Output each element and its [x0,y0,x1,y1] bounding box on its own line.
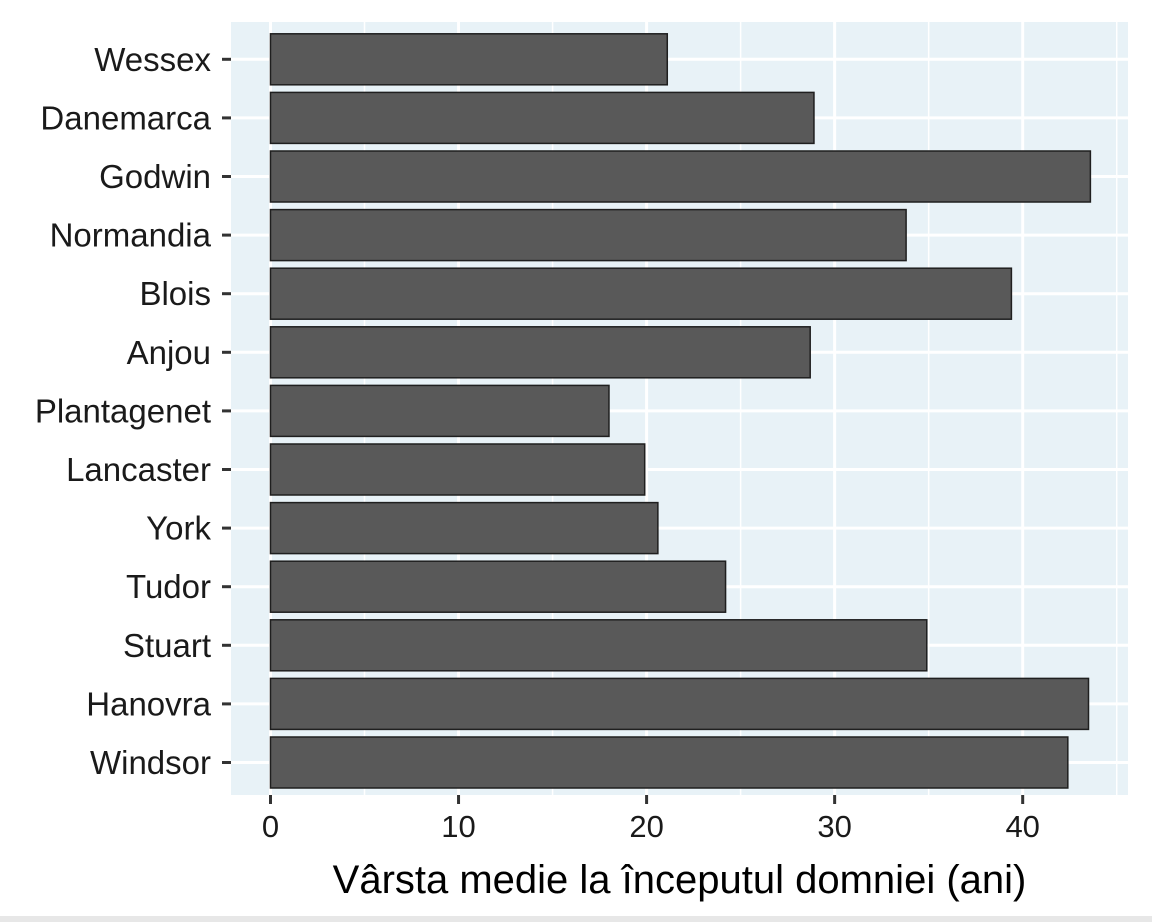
bar-anjou [269,326,811,379]
bar-danemarca [269,91,815,145]
bars [269,33,1092,789]
bar-stuart [269,619,928,672]
bar-lancaster [269,443,646,496]
x-axis-title: Vârsta medie la începutul domniei (ani) [333,858,1027,902]
y-tick-label: Wessex [94,41,211,78]
y-tick-label: Lancaster [66,451,211,488]
y-tick-label: Tudor [126,568,211,605]
y-tick-label: Hanovra [86,685,211,722]
x-tick-label: 10 [441,809,475,844]
y-axis: Wessex Danemarca Godwin Normandia Blois Anjou… [35,41,231,781]
y-tick-label: Godwin [99,158,211,195]
y-tick-label: Normandia [50,217,212,254]
bar-hanovra [269,677,1090,731]
bar-godwin [269,150,1092,203]
x-tick-label: 0 [262,809,279,844]
bar-windsor [269,736,1069,789]
y-tick-label: Windsor [90,744,211,781]
x-tick-label: 20 [629,809,663,844]
bar-tudor [269,560,727,613]
x-tick-label: 40 [1005,809,1039,844]
y-tick-label: Danemarca [40,99,211,136]
x-tick-label: 30 [817,809,851,844]
bar-normandia [269,208,907,262]
bar-plantagenet [269,384,610,438]
bottom-strip [0,916,1152,922]
y-tick-label: Plantagenet [35,392,211,429]
y-tick-label: Anjou [127,334,211,371]
bar-blois [269,267,1013,320]
x-axis: 0 10 20 30 40 [262,795,1040,844]
y-tick-label: Blois [139,275,211,312]
bar-wessex [269,33,669,86]
bar-york [269,501,659,555]
y-tick-label: York [146,510,211,547]
y-tick-label: Stuart [123,627,211,664]
